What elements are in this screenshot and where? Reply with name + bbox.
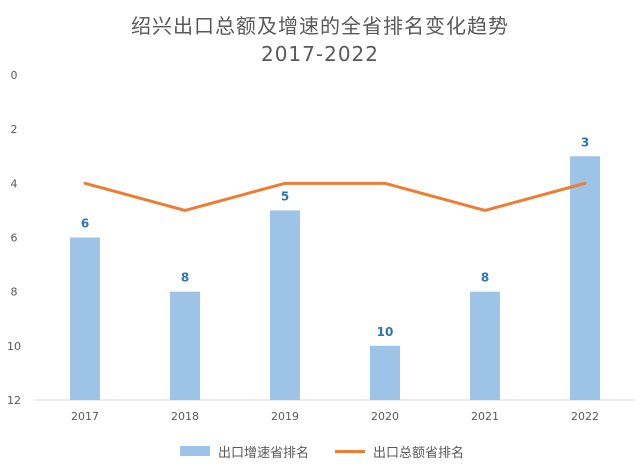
y-tick-label: 2 xyxy=(11,123,18,136)
bar xyxy=(570,156,600,400)
x-tick-label: 2021 xyxy=(471,410,499,423)
x-tick-label: 2022 xyxy=(571,410,599,423)
legend-swatch-bar xyxy=(180,446,210,456)
bar-data-label: 8 xyxy=(481,271,489,285)
legend-label-bar: 出口增速省排名 xyxy=(218,445,310,461)
bar xyxy=(170,291,200,400)
legend-item-bar: 出口增速省排名 xyxy=(180,440,309,462)
legend-item-line: 出口总额省排名 xyxy=(335,440,464,462)
x-tick-label: 2020 xyxy=(371,410,399,423)
legend-label-line: 出口总额省排名 xyxy=(373,445,465,461)
bar xyxy=(270,210,300,400)
bar xyxy=(70,237,100,400)
x-tick-label: 2018 xyxy=(171,410,199,423)
chart-plot: 0 2 4 6 8 10 12 6 8 5 10 8 3 2017 2018 2019 2020 2021 2022 xyxy=(7,69,635,423)
bar-data-label: 8 xyxy=(181,271,189,285)
x-tick-label: 2017 xyxy=(71,410,99,423)
x-tick-label: 2019 xyxy=(271,410,299,423)
legend-swatch-line xyxy=(335,449,365,453)
chart-title: 绍兴出口总额及增速的全省排名变化趋势 xyxy=(131,14,509,38)
y-tick-label: 8 xyxy=(11,286,18,299)
y-tick-label: 12 xyxy=(7,394,21,407)
bar-data-label: 3 xyxy=(581,135,589,149)
legend: 出口增速省排名 出口总额省排名 xyxy=(0,440,640,462)
bar-data-label: 6 xyxy=(81,217,89,231)
line-series xyxy=(83,181,587,212)
bar-data-label: 5 xyxy=(281,189,289,203)
y-tick-label: 4 xyxy=(11,177,18,190)
y-tick-label: 0 xyxy=(11,69,18,82)
chart-subtitle: 2017-2022 xyxy=(260,42,379,66)
bar xyxy=(470,291,500,400)
bar xyxy=(370,345,400,400)
y-tick-label: 6 xyxy=(11,232,18,245)
bar-data-label: 10 xyxy=(377,325,394,339)
y-tick-label: 10 xyxy=(7,340,21,353)
